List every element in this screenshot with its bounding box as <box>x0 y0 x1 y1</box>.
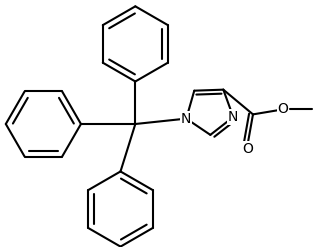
Text: O: O <box>243 142 253 156</box>
Text: N: N <box>228 110 239 124</box>
Text: N: N <box>181 112 191 125</box>
Text: O: O <box>277 102 288 117</box>
